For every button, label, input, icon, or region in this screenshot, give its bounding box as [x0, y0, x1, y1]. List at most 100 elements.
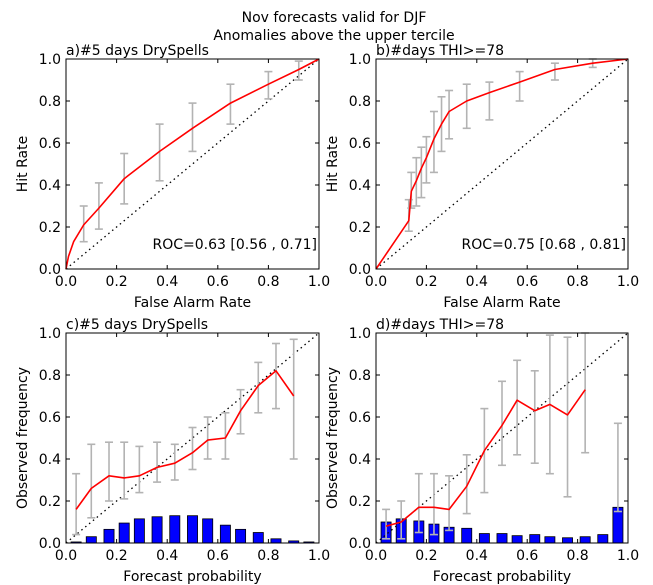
y-tick-label: 1.0: [349, 326, 371, 342]
x-tick-label: 0.0: [55, 274, 77, 290]
roc-score-annotation: ROC=0.75 [0.68 , 0.81]: [462, 237, 627, 253]
y-tick-label: 0.6: [349, 410, 371, 426]
frequency-bar: [511, 535, 523, 544]
x-axis-label: Forecast probability: [433, 569, 571, 585]
roc-curve: [65, 58, 320, 270]
figure-title-line1: Nov forecasts valid for DJF: [242, 10, 427, 26]
y-tick-label: 0.4: [349, 178, 371, 194]
error-bar: [94, 182, 103, 230]
x-tick-label: 0.0: [55, 548, 77, 564]
frequency-bar: [235, 528, 247, 544]
frequency-bar: [529, 534, 541, 544]
y-tick-label: 0.2: [349, 494, 371, 510]
error-bar: [422, 135, 431, 184]
panel-title: d)#days THI>=78: [376, 317, 504, 333]
panel-title: c)#5 days DrySpells: [66, 317, 208, 333]
reliability-curve: [385, 389, 586, 527]
x-tick-label: 0.6: [516, 548, 538, 564]
y-tick-label: 0.8: [39, 94, 61, 110]
error-bar: [105, 441, 114, 502]
error-bar: [485, 81, 494, 121]
error-bar: [515, 70, 524, 102]
y-tick-label: 0.2: [349, 220, 371, 236]
y-tick-label: 0.6: [39, 136, 61, 152]
frequency-bar: [187, 515, 198, 544]
y-tick-label: 0.2: [39, 494, 61, 510]
x-tick-label: 0.4: [466, 548, 488, 564]
x-tick-label: 0.4: [156, 274, 178, 290]
error-bar: [155, 123, 164, 182]
x-tick-label: 0.4: [466, 274, 488, 290]
error-bar: [414, 472, 423, 534]
frequency-bar: [151, 516, 163, 544]
error-bar: [429, 472, 438, 536]
panels: 0.0 0.2 0.4 0.6 0.8 1.0 0.0 0.2 0.4 0.6 0.8 1.0 a)#5…: [15, 43, 639, 585]
roc-curve: [375, 58, 629, 270]
error-bar: [294, 60, 303, 81]
error-bar: [153, 441, 162, 483]
error-bar: [462, 453, 471, 515]
frequency-bar: [496, 533, 508, 544]
frequency-bar: [597, 534, 609, 544]
error-bar: [188, 426, 197, 471]
error-bar: [530, 369, 539, 465]
panel-title: a)#5 days DrySpells: [66, 43, 209, 59]
frequency-bar: [461, 527, 473, 544]
x-tick-label: 0.8: [257, 274, 279, 290]
roc-score-annotation: ROC=0.63 [0.56 , 0.71]: [153, 237, 318, 253]
x-tick-label: 1.0: [617, 274, 639, 290]
error-bar: [613, 422, 622, 513]
y-axis-label: Hit Rate: [325, 136, 341, 192]
error-bar: [271, 342, 280, 410]
frequency-bar: [579, 536, 591, 544]
x-tick-label: 0.8: [566, 548, 588, 564]
x-axis-label: False Alarm Rate: [443, 295, 560, 311]
reliability-curve: [75, 369, 295, 510]
y-tick-label: 0.8: [349, 368, 371, 384]
x-tick-label: 0.2: [105, 274, 127, 290]
frequency-bar: [169, 515, 181, 544]
figure-title-line2: Anomalies above the upper tercile: [213, 28, 454, 44]
y-tick-label: 1.0: [349, 52, 371, 68]
x-tick-label: 0.8: [566, 274, 588, 290]
y-tick-label: 0.2: [39, 220, 61, 236]
error-bar: [289, 338, 298, 460]
x-tick-label: 1.0: [617, 548, 639, 564]
y-tick-label: 0.4: [39, 178, 61, 194]
x-tick-label: 0.0: [365, 274, 387, 290]
x-tick-label: 1.0: [308, 548, 330, 564]
frequency-bar: [270, 538, 282, 544]
error-bar: [226, 83, 235, 125]
y-tick-label: 0.0: [39, 536, 61, 552]
error-bar: [462, 83, 471, 130]
error-bar: [170, 443, 179, 481]
error-bar: [254, 361, 263, 414]
frequency-bar: [562, 537, 573, 544]
error-bar: [203, 416, 212, 460]
x-axis-label: Forecast probability: [123, 569, 261, 585]
y-tick-label: 1.0: [39, 326, 61, 342]
x-tick-label: 0.6: [516, 274, 538, 290]
x-tick-label: 0.4: [156, 548, 178, 564]
error-bar: [397, 500, 406, 540]
error-bar: [550, 62, 559, 81]
frequency-bar: [544, 536, 556, 544]
x-tick-label: 1.0: [308, 274, 330, 290]
frequency-bar: [202, 518, 214, 544]
chart-panel-3: 0.0 0.2 0.4 0.6 0.8 1.0 0.0 0.2 0.4 0.6 0.8 1.0 c)#5…: [15, 317, 330, 585]
x-tick-label: 0.2: [105, 548, 127, 564]
axes-frame: [375, 332, 629, 544]
y-axis-label: Observed frequency: [15, 367, 31, 509]
x-tick-label: 0.0: [365, 548, 387, 564]
frequency-bar: [478, 533, 490, 544]
error-bar: [417, 146, 426, 199]
y-tick-label: 0.8: [349, 94, 371, 110]
error-bar: [188, 102, 197, 153]
y-tick-label: 0.0: [39, 262, 61, 278]
error-bar: [513, 359, 522, 456]
frequency-bar: [219, 524, 231, 544]
y-tick-label: 0.4: [39, 452, 61, 468]
axes-frame: [65, 332, 320, 544]
error-bar: [382, 508, 391, 540]
